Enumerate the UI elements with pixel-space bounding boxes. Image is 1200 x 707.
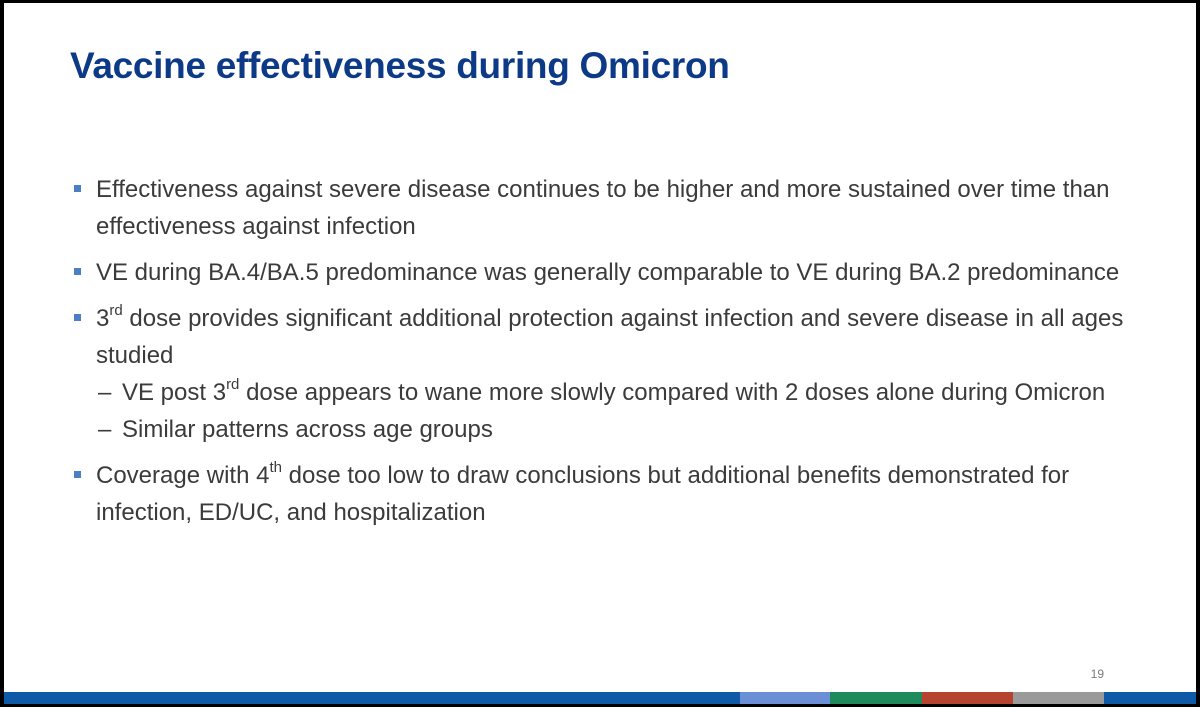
footer-color-bar [4,692,1196,704]
bullet-text: VE during BA.4/BA.5 predominance was gen… [96,259,1120,286]
page-number: 19 [1090,667,1104,681]
bullet-text-prefix: 3 [96,305,110,332]
sub-bullet-text-prefix: VE post 3 [122,379,227,406]
sub-bullet-item: – Similar patterns across age groups [98,411,1152,448]
dash-marker: – [98,379,112,406]
slide: Vaccine effectiveness during Omicron Eff… [4,3,1196,704]
sub-bullet-list: – VE post 3rd dose appears to wane more … [96,374,1152,448]
ordinal-suffix: th [269,459,282,476]
bullet-text: dose provides significant additional pro… [96,305,1124,369]
sub-bullet-item: – VE post 3rd dose appears to wane more … [98,374,1152,411]
dash-marker: – [98,416,112,443]
bullet-list: Effectiveness against severe disease con… [72,171,1152,540]
footer-segment [1104,692,1196,704]
ordinal-suffix: rd [109,302,123,319]
square-bullet-icon [74,314,81,321]
square-bullet-icon [74,471,81,478]
square-bullet-icon [74,268,81,275]
bullet-item: Effectiveness against severe disease con… [72,171,1152,245]
footer-segment [922,692,1013,704]
footer-segment [1013,692,1104,704]
bullet-text-prefix: Coverage with 4 [96,462,270,489]
square-bullet-icon [74,185,81,192]
ordinal-suffix: rd [226,376,240,393]
bullet-text: Effectiveness against severe disease con… [96,176,1110,240]
bullet-item: VE during BA.4/BA.5 predominance was gen… [72,254,1152,291]
sub-bullet-text: dose appears to wane more slowly compare… [239,379,1106,406]
bullet-text: dose too low to draw conclusions but add… [96,462,1070,526]
bullet-item: Coverage with 4th dose too low to draw c… [72,457,1152,531]
footer-segment [740,692,830,704]
footer-segment [4,692,740,704]
sub-bullet-text: Similar patterns across age groups [122,416,493,443]
bullet-item: 3rd dose provides significant additional… [72,300,1152,448]
slide-title: Vaccine effectiveness during Omicron [70,45,730,86]
footer-segment [830,692,922,704]
